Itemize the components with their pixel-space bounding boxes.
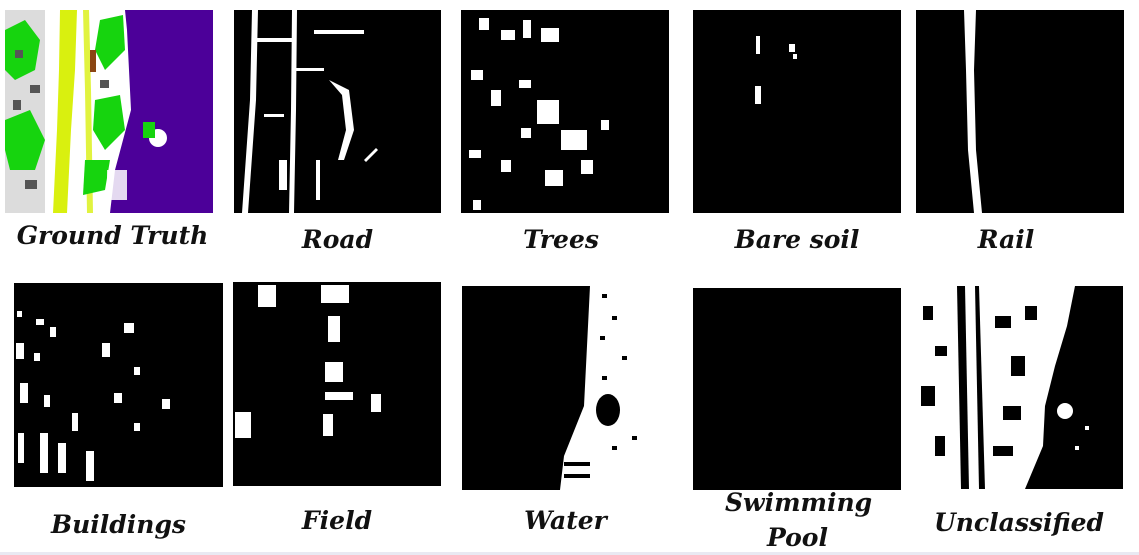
unclassified-mask xyxy=(915,286,1123,489)
water-mask xyxy=(462,286,669,490)
rail-caption: Rail xyxy=(977,225,1035,254)
field-caption: Field xyxy=(301,506,373,535)
swimming-pool-caption: Swimming Pool xyxy=(725,488,873,552)
bare-soil-mask xyxy=(693,10,901,213)
ground-truth-caption: Ground Truth xyxy=(16,221,209,250)
unclassified-caption: Unclassified xyxy=(933,508,1105,537)
water-caption: Water xyxy=(524,506,607,535)
trees-mask xyxy=(461,10,669,213)
road-mask xyxy=(234,10,441,213)
buildings-caption: Buildings xyxy=(50,510,186,539)
rail-mask xyxy=(916,10,1124,213)
buildings-mask xyxy=(14,283,223,487)
bottom-divider xyxy=(0,552,1139,555)
swimming-pool-mask xyxy=(693,288,901,490)
ground-truth-map xyxy=(5,10,213,213)
trees-caption: Trees xyxy=(523,225,599,254)
road-caption: Road xyxy=(301,225,374,254)
field-mask xyxy=(233,282,441,486)
bare-soil-caption: Bare soil xyxy=(734,225,860,254)
